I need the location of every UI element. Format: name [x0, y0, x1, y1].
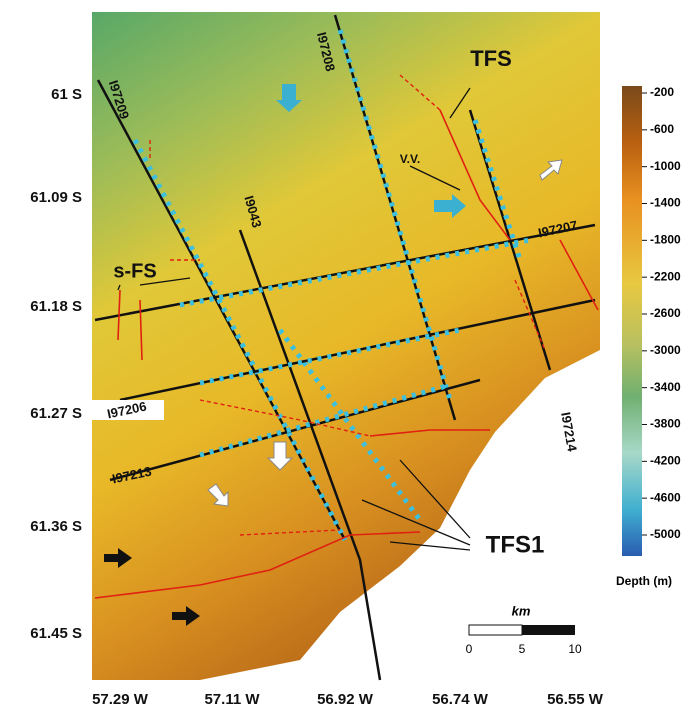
- latitude-label: 61.36 S: [30, 518, 82, 535]
- longitude-label: 56.92 W: [317, 691, 374, 708]
- bathymetry: [92, 12, 600, 680]
- scale-unit: km: [512, 603, 531, 618]
- colorbar-label: -1000: [650, 159, 681, 173]
- scale-label: 0: [466, 642, 473, 656]
- colorbar-label: -2600: [650, 306, 681, 320]
- latitude-label: 61 S: [51, 86, 82, 103]
- colorbar-label: -1400: [650, 196, 681, 210]
- colorbar-label: -5000: [650, 527, 681, 541]
- colorbar-label: -200: [650, 85, 674, 99]
- latitude-label: 61.45 S: [30, 625, 82, 642]
- colorbar-label: -4200: [650, 454, 681, 468]
- scale-label: 5: [519, 642, 526, 656]
- latitude-label: 61.18 S: [30, 298, 82, 315]
- latitude-label: 61.27 S: [30, 405, 82, 422]
- scale-bar: [522, 625, 575, 635]
- colorbar-label: -3800: [650, 417, 681, 431]
- annotation: s-FS: [113, 260, 156, 282]
- longitude-label: 56.55 W: [547, 691, 604, 708]
- annotation: TFS1: [486, 531, 545, 558]
- colorbar-label: -3000: [650, 343, 681, 357]
- colorbar-label: -3400: [650, 380, 681, 394]
- colorbar-label: -600: [650, 122, 674, 136]
- annotation: V.V.: [400, 152, 420, 166]
- annotation: TFS: [470, 46, 512, 71]
- map: [92, 12, 600, 680]
- legend-title: Depth (m): [616, 574, 672, 588]
- scale-bar: [469, 625, 522, 635]
- colorbar-label: -1800: [650, 233, 681, 247]
- scale-label: 10: [568, 642, 582, 656]
- longitude-label: 57.11 W: [204, 691, 260, 708]
- colorbar: [622, 86, 642, 556]
- longitude-label: 57.29 W: [92, 691, 149, 708]
- longitude-label: 56.74 W: [432, 691, 489, 708]
- colorbar-label: -4600: [650, 490, 681, 504]
- colorbar-label: -2200: [650, 269, 681, 283]
- latitude-label: 61.09 S: [30, 189, 82, 206]
- figure: I97209 I97208 I9043 I97207 I97206 I97213…: [0, 0, 694, 716]
- line-label: I97214: [558, 411, 580, 454]
